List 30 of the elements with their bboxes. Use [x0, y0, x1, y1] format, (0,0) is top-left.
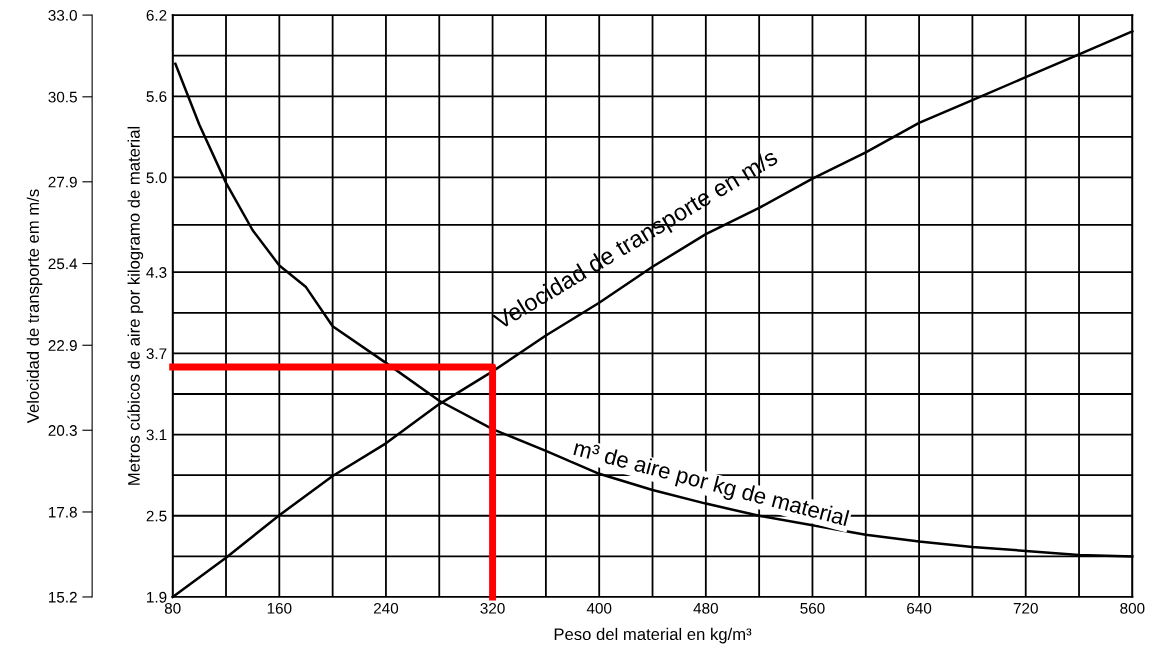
y-tick-label: 2.5 — [146, 510, 167, 522]
x-tick-label: 160 — [267, 602, 292, 614]
x-tick-label: 240 — [373, 602, 399, 614]
x-tick-label: 480 — [693, 602, 718, 614]
x-tick-label: 400 — [586, 602, 612, 614]
y2-tick-label: 25.4 — [48, 258, 78, 270]
x-tick-label: 320 — [480, 602, 505, 614]
x-tick-label: 80 — [164, 602, 181, 614]
y-tick-label: 5.0 — [146, 172, 167, 184]
x-tick-label: 640 — [907, 602, 932, 614]
y-tick-label: 4.3 — [146, 267, 167, 278]
x-tick-label: 560 — [800, 602, 825, 614]
y2-tick-label: 30.5 — [48, 91, 77, 103]
y2-axis-title: Velocidad de transporte em m/s — [26, 189, 43, 424]
y2-tick-label: 27.9 — [48, 176, 77, 188]
y-axis-title: Metros cúbicos de aire por kilogramo de material — [127, 126, 144, 485]
x-tick-label: 800 — [1120, 602, 1145, 614]
text: m³ de aire por kg de material — [572, 439, 850, 531]
y2-tick-label: 33.0 — [48, 9, 77, 21]
y2-tick-label: 20.3 — [48, 425, 77, 436]
y2-tick-label: 22.9 — [48, 340, 77, 351]
y-tick-label: 5.6 — [146, 91, 167, 102]
y-tick-label: 6.2 — [146, 9, 167, 21]
x-tick-label: 720 — [1013, 602, 1038, 614]
y2-tick-label: 15.2 — [48, 591, 77, 603]
y-tick-label: 3.1 — [146, 429, 167, 441]
y-tick-label: 1.9 — [147, 591, 167, 603]
y-tick-label: 3.7 — [146, 348, 167, 360]
x-axis-title: Peso del material en kg/m³ — [554, 627, 752, 644]
y2-tick-label: 17.8 — [48, 506, 77, 518]
